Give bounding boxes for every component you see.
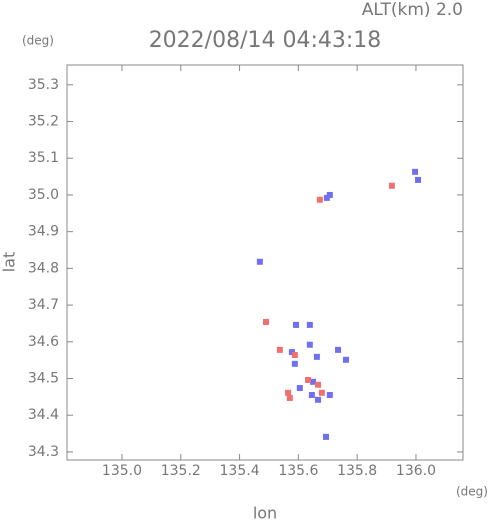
- y-tick-label: 35.0: [28, 187, 59, 203]
- echo-point: [326, 191, 333, 198]
- subtitle: ALT(km) 2.0: [362, 0, 463, 20]
- echo-point: [316, 196, 323, 203]
- echo-point: [256, 258, 263, 265]
- y-axis-label: lat: [0, 252, 19, 273]
- echo-point: [291, 352, 298, 359]
- echo-point: [286, 394, 293, 401]
- x-tick-label: 135.4: [220, 463, 260, 479]
- y-tick-label: 34.6: [28, 334, 59, 350]
- y-tick-label: 34.7: [28, 297, 59, 313]
- echo-point: [323, 433, 330, 440]
- plot-frame: [66, 64, 464, 461]
- echo-point: [318, 389, 325, 396]
- x-tick-label: 135.0: [102, 463, 142, 479]
- y-unit: (deg): [22, 34, 54, 48]
- x-unit: (deg): [456, 485, 488, 499]
- y-tick-label: 35.1: [28, 150, 59, 166]
- echo-point: [412, 168, 419, 175]
- echo-point: [306, 321, 313, 328]
- y-tick-label: 34.4: [28, 407, 59, 423]
- x-tick-label: 136.0: [396, 463, 436, 479]
- echo-point: [335, 346, 342, 353]
- echo-point: [276, 346, 283, 353]
- echo-point: [291, 360, 298, 367]
- echo-point: [415, 176, 422, 183]
- echo-point: [342, 356, 349, 363]
- x-tick-label: 135.8: [337, 463, 377, 479]
- echo-point: [308, 392, 315, 399]
- echo-point: [310, 378, 317, 385]
- y-tick-label: 34.8: [28, 260, 59, 276]
- echo-point: [293, 321, 300, 328]
- chart-title: 2022/08/14 04:43:18: [149, 28, 382, 53]
- echo-point: [315, 396, 322, 403]
- x-tick-label: 135.2: [161, 463, 201, 479]
- y-tick-label: 34.5: [28, 371, 59, 387]
- echo-point: [306, 341, 313, 348]
- y-tick-label: 35.3: [28, 77, 59, 93]
- echo-point: [388, 182, 395, 189]
- echo-point: [305, 376, 312, 383]
- echo-point: [285, 389, 292, 396]
- y-tick-label: 34.9: [28, 224, 59, 240]
- echo-point: [296, 385, 303, 392]
- echo-point: [326, 392, 333, 399]
- echo-point: [313, 353, 320, 360]
- x-axis-label: lon: [253, 504, 277, 521]
- echo-point: [315, 381, 322, 388]
- echo-point: [263, 318, 270, 325]
- y-tick-label: 34.3: [28, 444, 59, 460]
- x-tick-label: 135.6: [278, 463, 318, 479]
- y-tick-label: 35.2: [28, 114, 59, 130]
